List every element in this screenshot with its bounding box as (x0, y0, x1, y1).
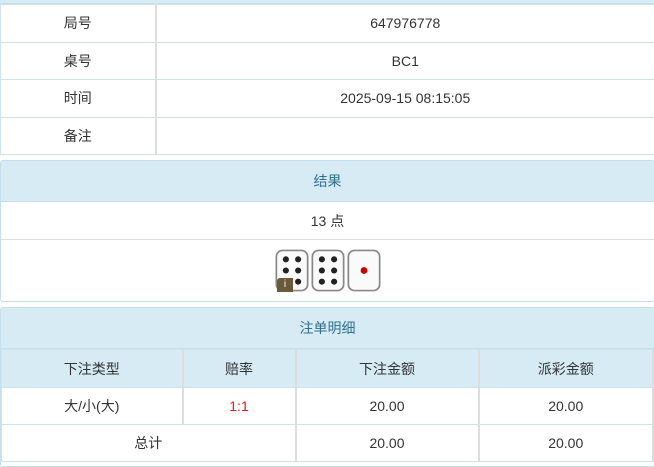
total-row: 总计 20.00 20.00 (2, 425, 654, 462)
bet-amount: 20.00 (296, 388, 479, 425)
round-number: 647976778 (156, 5, 654, 43)
total-label: 总计 (2, 425, 296, 462)
bet-details-title: 注单明细 (1, 308, 654, 349)
bet-type: 大/小(大) (2, 388, 183, 425)
col-odds: 赔率 (183, 350, 296, 388)
result-panel: 结果 13 点 i (0, 160, 654, 302)
table-row: 大/小(大) 1:1 20.00 20.00 (2, 388, 654, 425)
bet-details-panel: 注单明细 下注类型 赔率 下注金额 派彩金额 大/小(大) 1:1 20.00 … (0, 307, 654, 467)
die-6 (311, 249, 345, 292)
table-number: BC1 (156, 42, 654, 80)
odds: 1:1 (183, 388, 296, 425)
remark-value (156, 117, 654, 155)
label-round: 局号 (1, 5, 156, 43)
die-1 (347, 249, 381, 292)
dice-row: i (1, 240, 654, 302)
label-time: 时间 (1, 80, 156, 118)
result-points: 13 点 (1, 202, 654, 240)
bet-table: 下注类型 赔率 下注金额 派彩金额 大/小(大) 1:1 20.00 20.00… (1, 349, 654, 462)
total-payout: 20.00 (479, 425, 654, 462)
table-row: 备注 (1, 117, 654, 155)
time-value: 2025-09-15 08:15:05 (156, 80, 654, 118)
payout: 20.00 (479, 388, 654, 425)
info-badge-icon[interactable]: i (277, 278, 293, 292)
col-payout: 派彩金额 (479, 350, 654, 388)
col-bet-type: 下注类型 (2, 350, 183, 388)
label-remark: 备注 (1, 117, 156, 155)
result-title: 结果 (1, 161, 654, 202)
header-row: 下注类型 赔率 下注金额 派彩金额 (2, 350, 654, 388)
total-amount: 20.00 (296, 425, 479, 462)
label-table: 桌号 (1, 42, 156, 80)
col-bet-amount: 下注金额 (296, 350, 479, 388)
